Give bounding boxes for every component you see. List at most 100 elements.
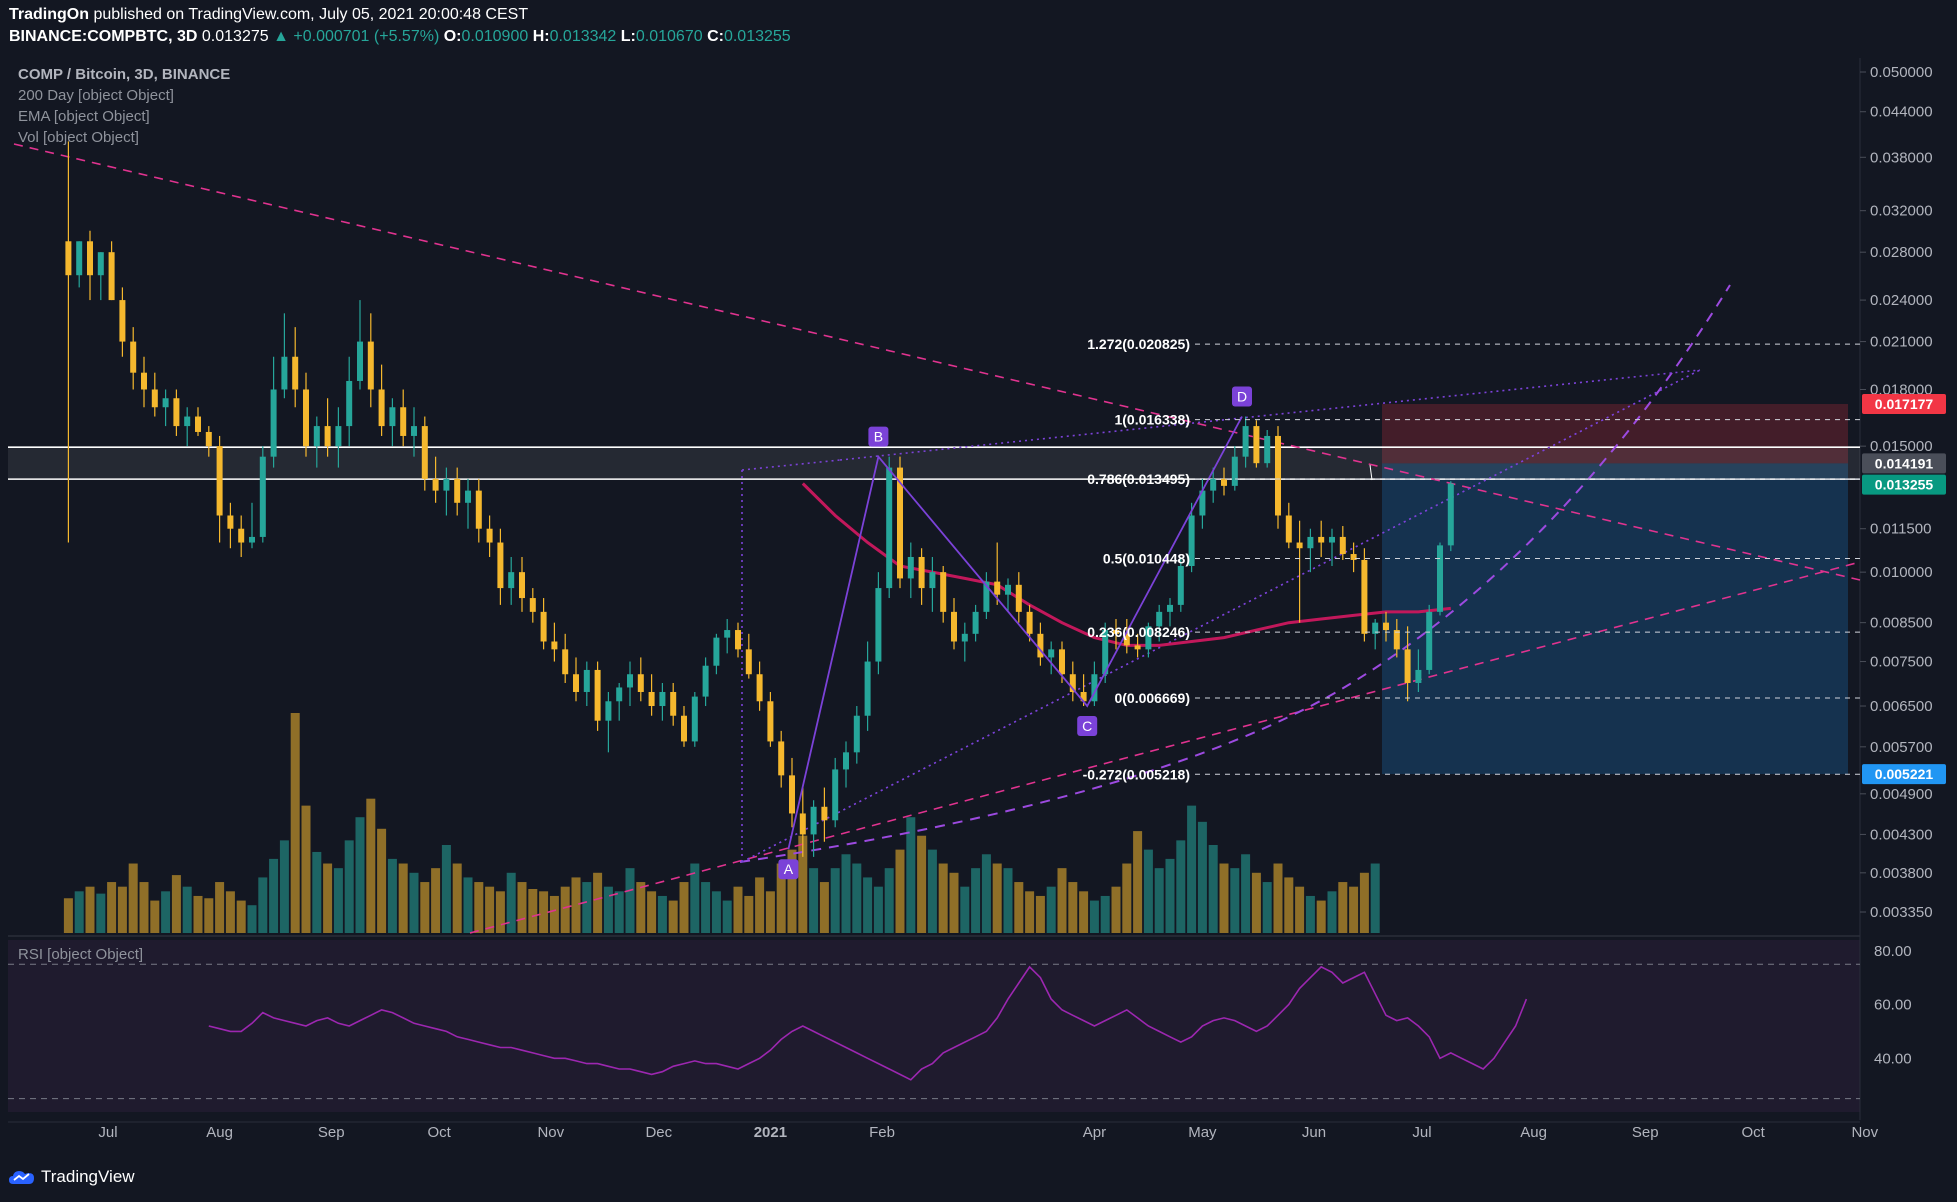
candle-body xyxy=(724,630,731,638)
volume-bar xyxy=(1035,895,1045,933)
candle-body xyxy=(1145,626,1152,650)
volume-bar xyxy=(409,872,419,933)
candle-body xyxy=(562,649,569,675)
candle-body xyxy=(281,356,288,390)
volume-bar xyxy=(96,893,106,933)
volume-bar xyxy=(722,900,732,933)
fib-level-label: 0.5(0.010448) xyxy=(1103,551,1190,567)
volume-bar xyxy=(992,863,1002,933)
high-label: H: xyxy=(532,28,550,45)
candle-body xyxy=(1037,633,1044,658)
candle-body xyxy=(216,446,223,516)
volume-bar xyxy=(1251,872,1261,933)
date-tick-label: Jun xyxy=(1302,1124,1326,1141)
pattern-point-label: A xyxy=(784,861,794,877)
volume-bar xyxy=(85,886,95,933)
candle-body xyxy=(108,252,115,301)
volume-bar xyxy=(852,863,862,933)
low-label: L: xyxy=(620,28,636,45)
date-tick-label: Sep xyxy=(1632,1124,1659,1141)
volume-bar xyxy=(517,882,527,933)
candle-body xyxy=(940,572,947,612)
candle-body xyxy=(843,752,849,770)
volume-bar xyxy=(182,886,192,933)
price-tick-label: 0.003800 xyxy=(1870,865,1933,882)
candle-body xyxy=(1275,435,1281,516)
volume-bar xyxy=(1241,854,1251,933)
candle-body xyxy=(1231,456,1238,486)
volume-bar xyxy=(1068,882,1078,933)
high-value: 0.013342 xyxy=(549,28,617,45)
volume-bar xyxy=(1305,895,1315,933)
price-tick-label: 0.011500 xyxy=(1870,521,1931,538)
legend-title[interactable]: COMP / Bitcoin, 3D, BINANCE xyxy=(18,66,231,83)
price-tick-label: 0.004900 xyxy=(1870,786,1933,803)
date-tick-label: Oct xyxy=(428,1124,452,1141)
volume-bar xyxy=(690,863,700,933)
volume-bar xyxy=(495,891,505,933)
candle-body xyxy=(1307,536,1314,549)
volume-bar xyxy=(344,840,354,933)
volume-bar xyxy=(1284,877,1294,933)
volume-bar xyxy=(1273,863,1283,933)
candle-body xyxy=(1296,542,1303,549)
legend-ma200[interactable]: 200 Day [object Object] xyxy=(18,87,174,104)
volume-bar xyxy=(539,891,549,933)
candle-body xyxy=(886,467,893,589)
candle-body xyxy=(97,252,104,276)
volume-bar xyxy=(236,900,246,933)
candle-body xyxy=(335,426,342,447)
tradingview-logo[interactable]: TradingView xyxy=(9,1167,135,1187)
resistance-band xyxy=(8,447,1860,480)
candle-body xyxy=(670,691,677,716)
legend-ema[interactable]: EMA [object Object] xyxy=(18,108,150,125)
candle-body xyxy=(1372,622,1379,634)
candle-body xyxy=(799,813,806,835)
price-tick-label: 0.008500 xyxy=(1870,615,1933,632)
candle-body xyxy=(637,674,644,692)
publisher-name[interactable]: TradingOn xyxy=(9,6,89,23)
volume-bar xyxy=(150,900,160,933)
volume-bar xyxy=(107,882,117,933)
candle-body xyxy=(627,674,633,688)
volume-bar xyxy=(657,895,667,933)
volume-bar xyxy=(1316,900,1326,933)
entry-price-label-bg xyxy=(1862,453,1946,474)
volume-bar xyxy=(744,895,754,933)
volume-bar xyxy=(1143,849,1153,933)
volume-bar xyxy=(971,868,981,933)
volume-bar xyxy=(582,882,592,933)
candle-body xyxy=(918,556,925,589)
candle-body xyxy=(303,389,309,447)
candle-body xyxy=(324,426,331,447)
volume-bar xyxy=(819,882,829,933)
candle-body xyxy=(745,649,752,675)
symbol-label: BINANCE:COMPBTC, 3D xyxy=(9,28,198,45)
volume-bar xyxy=(161,891,171,933)
volume-bar xyxy=(290,713,300,933)
candle-body xyxy=(367,341,374,390)
date-tick-label: Dec xyxy=(645,1124,672,1141)
candle-body xyxy=(1404,649,1411,683)
candle-body xyxy=(832,769,839,821)
candle-body xyxy=(864,661,871,716)
candle-body xyxy=(972,611,979,634)
volume-bar xyxy=(1122,863,1132,933)
legend-volume[interactable]: Vol [object Object] xyxy=(18,129,139,146)
legend-rsi[interactable]: RSI [object Object] xyxy=(18,946,144,963)
entry-marker xyxy=(1369,464,1373,481)
fib-level-label: 0(0.006669) xyxy=(1114,690,1190,706)
target-price-label: 0.005221 xyxy=(1875,766,1934,782)
candle-body xyxy=(486,528,493,543)
volume-bar xyxy=(809,868,819,933)
date-tick-label: Apr xyxy=(1083,1124,1106,1141)
fib-level-label: -0.272(0.005218) xyxy=(1083,766,1190,782)
candle-body xyxy=(227,515,234,529)
close-value: 0.013255 xyxy=(723,28,791,45)
volume-bar xyxy=(463,877,473,933)
candle-body xyxy=(681,715,687,742)
candle-body xyxy=(454,478,461,503)
volume-bar xyxy=(506,872,516,933)
volume-bar xyxy=(636,882,646,933)
